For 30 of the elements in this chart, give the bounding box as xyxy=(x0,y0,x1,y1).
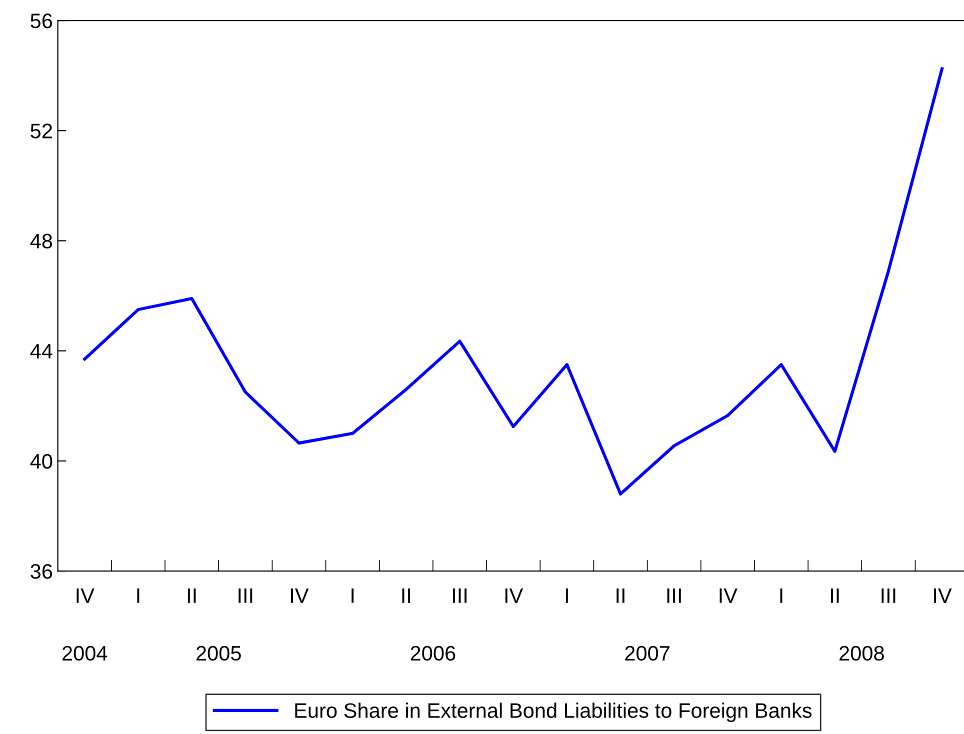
x-tick-label: III xyxy=(882,588,896,603)
x-tick-label: III xyxy=(238,588,252,603)
x-tick-label: IV xyxy=(934,588,952,603)
y-tick-label: 40 xyxy=(30,454,52,469)
line-series xyxy=(83,67,944,496)
legend-label: Euro Share in External Bond Liabilities to Foreign Banks xyxy=(295,702,812,722)
text: 2008 xyxy=(840,646,884,661)
text: 2005 xyxy=(196,646,241,661)
x-tick-label: IV xyxy=(76,588,94,603)
x-tick-label: II xyxy=(188,588,196,603)
x-tick-label: II xyxy=(402,588,410,603)
x-tick-label: III xyxy=(452,588,467,603)
x-tick-label: II xyxy=(616,588,624,603)
y-tick-label: 48 xyxy=(30,234,52,249)
x-tick-label: IV xyxy=(720,588,738,603)
y-tick-label: 52 xyxy=(30,124,52,138)
text: 2007 xyxy=(625,646,670,661)
text: 2006 xyxy=(410,646,456,661)
text: 2004 xyxy=(62,646,108,661)
x-tick-label: II xyxy=(830,588,839,603)
x-tick-label: I xyxy=(566,588,568,603)
x-tick-label: IV xyxy=(291,588,309,603)
y-tick-label: 36 xyxy=(30,564,52,579)
x-tick-label: III xyxy=(667,588,681,603)
x-tick-label: I xyxy=(137,588,140,603)
x-tick-label: I xyxy=(780,588,782,603)
x-tick-label: I xyxy=(352,588,354,603)
y-tick-label: 56 xyxy=(30,14,52,28)
y-tick-label: 44 xyxy=(30,344,52,358)
x-tick-label: IV xyxy=(505,588,524,603)
